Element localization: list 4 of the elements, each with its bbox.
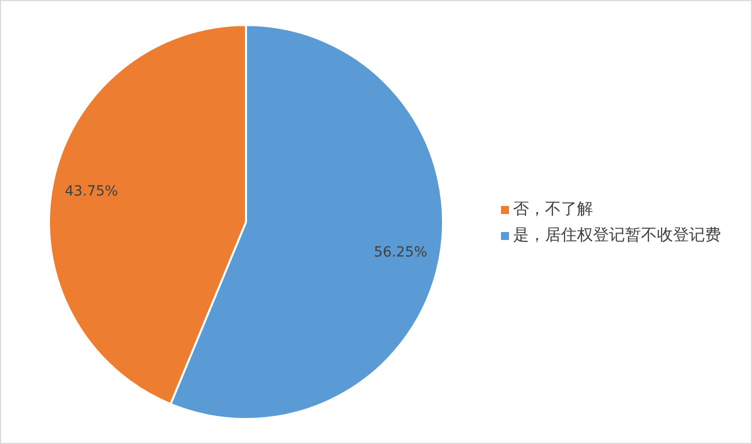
data-label: 43.75% <box>64 183 118 200</box>
data-label: 56.25% <box>374 244 428 261</box>
legend-label: 否，不了解 <box>513 199 593 218</box>
legend-label: 是，居住权登记暂不收登记费 <box>513 225 721 244</box>
